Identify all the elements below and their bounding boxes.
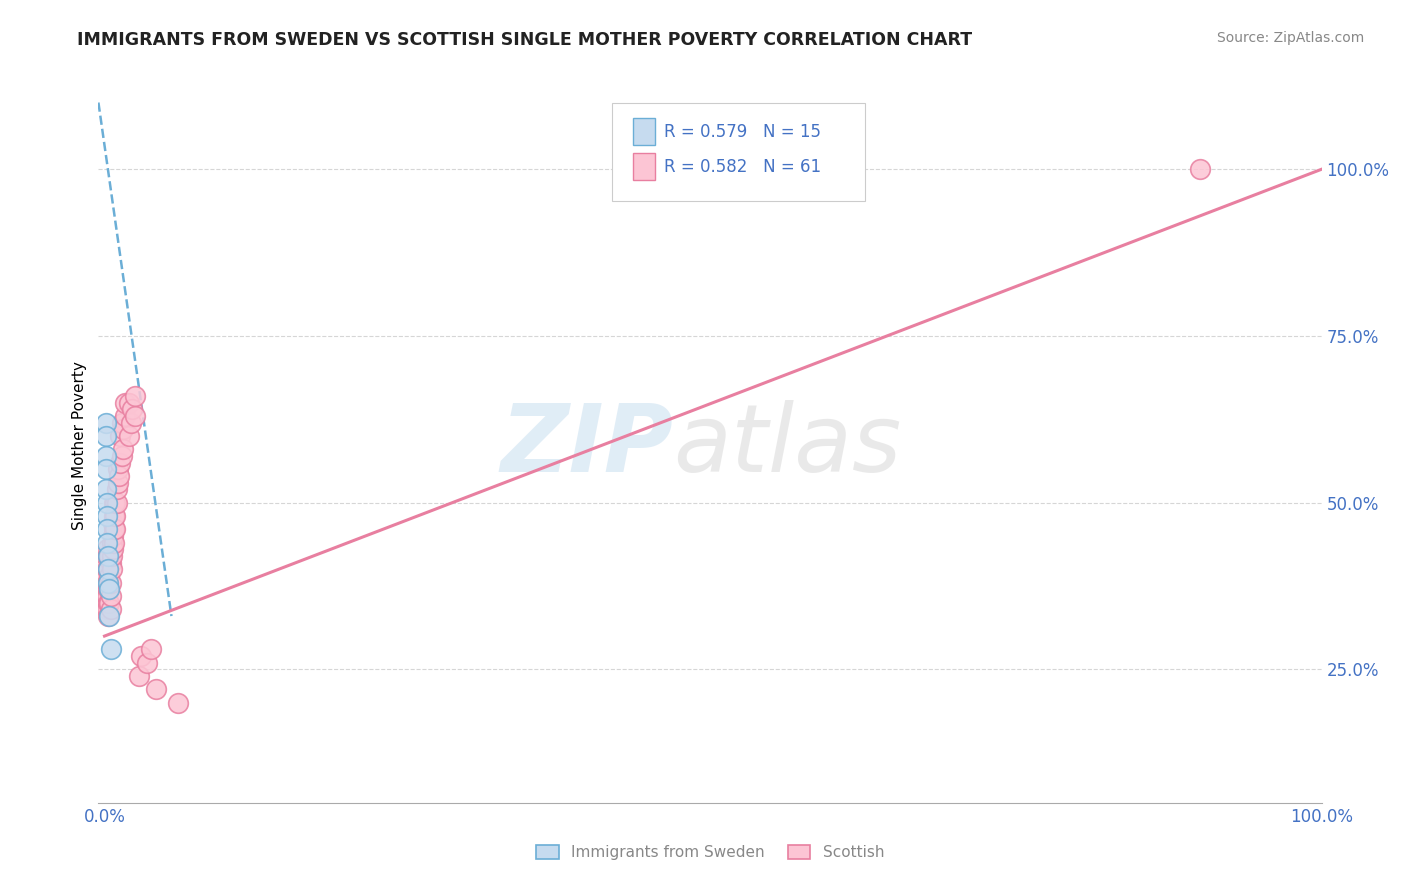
Point — [104, 522, 127, 536]
Text: R = 0.579   N = 15: R = 0.579 N = 15 — [664, 123, 821, 141]
Point — [100, 575, 122, 590]
Point — [111, 422, 134, 436]
Point — [110, 449, 132, 463]
Point — [94, 549, 117, 563]
Point — [110, 456, 132, 470]
Point — [97, 562, 120, 576]
Point — [105, 496, 128, 510]
Point — [101, 516, 124, 530]
Point — [101, 535, 124, 549]
Text: Source: ZipAtlas.com: Source: ZipAtlas.com — [1216, 31, 1364, 45]
Point — [96, 509, 118, 524]
Point — [114, 409, 136, 423]
Point — [97, 596, 120, 610]
Point — [1188, 162, 1211, 177]
Point — [124, 409, 146, 423]
Point — [100, 602, 122, 616]
Point — [96, 496, 118, 510]
Point — [166, 696, 188, 710]
Point — [100, 556, 122, 570]
Text: IMMIGRANTS FROM SWEDEN VS SCOTTISH SINGLE MOTHER POVERTY CORRELATION CHART: IMMIGRANTS FROM SWEDEN VS SCOTTISH SINGL… — [77, 31, 973, 49]
Point — [108, 469, 131, 483]
Point — [100, 589, 122, 603]
Text: ZIP: ZIP — [501, 400, 673, 492]
Point — [98, 569, 121, 583]
Text: R = 0.582   N = 61: R = 0.582 N = 61 — [664, 158, 821, 176]
Point — [96, 522, 118, 536]
Point — [101, 562, 124, 576]
Point — [98, 549, 121, 563]
Point — [94, 449, 117, 463]
Point — [96, 589, 118, 603]
Point — [104, 496, 127, 510]
Point — [96, 575, 118, 590]
Point — [96, 562, 118, 576]
Point — [110, 429, 132, 443]
Point — [139, 642, 162, 657]
Point — [94, 416, 117, 430]
Point — [100, 642, 122, 657]
Point — [129, 649, 152, 664]
Point — [136, 656, 159, 670]
Point — [114, 395, 136, 409]
Point — [98, 609, 121, 624]
Point — [110, 416, 132, 430]
Point — [104, 509, 127, 524]
Point — [128, 669, 150, 683]
Point — [121, 402, 143, 417]
Point — [94, 582, 117, 597]
Y-axis label: Single Mother Poverty: Single Mother Poverty — [72, 361, 87, 531]
Point — [97, 549, 120, 563]
Point — [98, 582, 121, 597]
Point — [120, 416, 142, 430]
Point — [101, 549, 124, 563]
Point — [96, 602, 118, 616]
Point — [97, 582, 120, 597]
Point — [97, 575, 120, 590]
Point — [103, 509, 125, 524]
Point — [97, 549, 120, 563]
Point — [94, 483, 117, 497]
Point — [118, 395, 141, 409]
Point — [105, 483, 128, 497]
Point — [103, 535, 125, 549]
Point — [94, 596, 117, 610]
Point — [101, 529, 124, 543]
Point — [101, 542, 124, 557]
Legend: Immigrants from Sweden, Scottish: Immigrants from Sweden, Scottish — [530, 839, 890, 866]
Point — [107, 475, 129, 490]
Point — [97, 562, 120, 576]
Point — [94, 429, 117, 443]
Point — [124, 389, 146, 403]
Point — [107, 462, 129, 476]
Text: atlas: atlas — [673, 401, 901, 491]
Point — [96, 535, 118, 549]
Point — [94, 569, 117, 583]
Point — [94, 462, 117, 476]
Point — [118, 429, 141, 443]
Point — [97, 609, 120, 624]
Point — [145, 682, 167, 697]
Point — [103, 522, 125, 536]
Point — [111, 442, 134, 457]
Point — [96, 542, 118, 557]
Point — [103, 496, 125, 510]
Point — [98, 582, 121, 597]
Point — [98, 596, 121, 610]
